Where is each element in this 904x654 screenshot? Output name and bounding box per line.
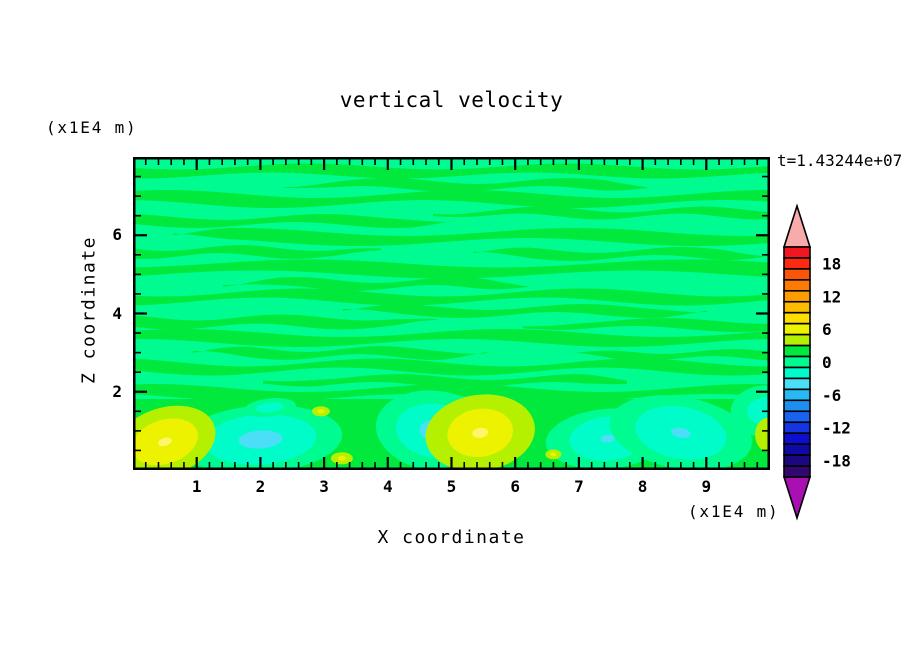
z-axis-units-label: (x1E4 m)	[46, 118, 138, 137]
contour-map-svg	[133, 157, 770, 470]
contour-map	[133, 157, 770, 470]
velocity-streak	[133, 358, 770, 376]
downdraft-blob	[238, 430, 283, 449]
plot-frame	[133, 157, 770, 470]
colorbar-segment	[783, 399, 811, 413]
colorbar-tick-label: 6	[822, 320, 832, 339]
velocity-streak	[133, 259, 770, 279]
colorbar-tick-label: -6	[822, 386, 841, 405]
velocity-streak	[133, 314, 437, 330]
x-axis-units-label: (x1E4 m)	[688, 502, 780, 521]
colorbar-tick-label: 12	[822, 287, 841, 306]
colorbar-segment	[783, 311, 811, 325]
colorbar-segment	[783, 443, 811, 456]
colorbar-segment	[783, 344, 811, 358]
velocity-streak	[193, 346, 487, 360]
colorbar-segment	[783, 322, 811, 336]
z-tick-label: 2	[112, 381, 122, 401]
velocity-streak	[133, 288, 770, 306]
colorbar-segment	[783, 454, 811, 467]
velocity-streak	[223, 277, 531, 291]
colorbar-segment	[783, 410, 811, 424]
downdraft-blob	[600, 434, 615, 443]
colorbar-segment	[783, 366, 811, 380]
x-tick-label: 3	[319, 477, 329, 496]
colorbar-tick-label: 0	[822, 353, 832, 372]
colorbar-tick-label: 18	[822, 254, 841, 273]
colorbar-segment	[783, 257, 811, 270]
velocity-streak	[133, 384, 770, 402]
colorbar-segment	[783, 377, 811, 391]
colorbar: 18 12 6 0 -6 -12 -18	[780, 200, 904, 530]
velocity-streak	[573, 349, 770, 361]
colorbar-segment	[783, 290, 811, 303]
velocity-streak	[133, 214, 451, 228]
downdraft-blob	[746, 397, 770, 426]
x-tick-label: 9	[701, 477, 712, 496]
velocity-streak	[133, 329, 770, 347]
colorbar-segment	[783, 333, 811, 347]
x-tick-label: 8	[637, 477, 648, 496]
updraft-blob	[472, 427, 489, 438]
colorbar-segment	[783, 300, 811, 314]
velocity-streak	[343, 304, 707, 318]
updraft-blob	[337, 455, 346, 461]
x-tick-label: 6	[510, 477, 520, 496]
velocity-streak	[133, 163, 770, 179]
colorbar-segment	[783, 421, 811, 434]
updraft-blob	[755, 417, 770, 452]
velocity-streak	[433, 206, 770, 220]
colorbar-segment	[783, 268, 811, 281]
colorbar-segment	[783, 465, 811, 478]
x-tick-label: 5	[446, 477, 457, 496]
velocity-streak	[173, 228, 770, 246]
x-axis-label: X coordinate	[377, 527, 526, 548]
colorbar-segment	[783, 279, 811, 292]
x-tick-label: 4	[382, 477, 393, 496]
colorbar-tick-label: -12	[822, 419, 851, 438]
velocity-streak	[263, 374, 627, 388]
velocity-streak	[473, 247, 767, 261]
velocity-streak	[523, 318, 770, 332]
x-tick-label: 2	[255, 477, 266, 496]
colorbar-segment	[783, 246, 811, 259]
time-annotation: t=1.43244e+07	[777, 151, 903, 170]
x-tick-label: 7	[574, 477, 584, 496]
colorbar-segment	[783, 355, 811, 369]
velocity-streak	[133, 245, 381, 259]
updraft-blob	[317, 409, 325, 414]
colorbar-segment	[783, 432, 811, 445]
colorbar-under-arrow	[782, 476, 812, 521]
updraft-blob	[158, 437, 172, 447]
downdraft-blob	[670, 427, 691, 439]
x-tick-label: 1	[191, 477, 202, 496]
velocity-streak	[283, 178, 647, 192]
colorbar-segment	[783, 388, 811, 402]
colorbar-tick-label: -18	[822, 452, 851, 471]
velocity-streak	[133, 190, 770, 208]
downdraft-blob	[256, 402, 284, 413]
z-tick-label: 6	[112, 225, 122, 245]
plot-title: vertical velocity	[339, 88, 564, 112]
colorbar-over-arrow	[782, 203, 812, 248]
z-tick-label: 4	[112, 303, 122, 323]
updraft-blob	[550, 452, 557, 457]
colorbar-svg: 18 12 6 0 -6 -12 -18	[782, 203, 851, 521]
